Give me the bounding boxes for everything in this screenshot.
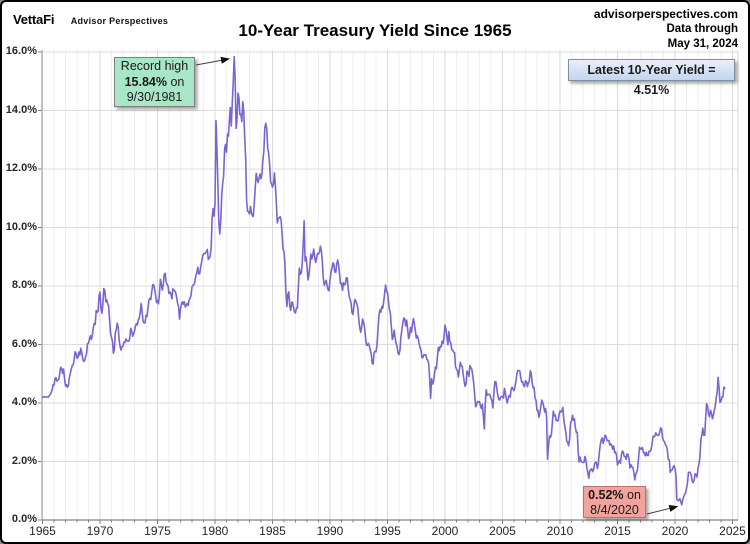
- record-low-date: 8/4/2020: [590, 503, 639, 517]
- record-high-line2: 15.84% on: [124, 74, 185, 89]
- source-block: advisorperspectives.com Data through May…: [594, 7, 738, 52]
- data-through-date: May 31, 2024: [667, 38, 738, 50]
- record-high-line1: Record high: [120, 59, 189, 73]
- record-low-value: 0.52%: [588, 488, 624, 502]
- brand-block: VettaFi Advisor Perspectives: [13, 11, 168, 29]
- brand-subtitle: Advisor Perspectives: [70, 16, 169, 26]
- record-low-annotation: 0.52% on 8/4/2020: [583, 486, 646, 518]
- vettafi-logo: VettaFi: [13, 12, 55, 27]
- record-high-annotation: Record high 15.84% on 9/30/1981: [114, 57, 195, 107]
- record-low-line1: 0.52% on: [588, 488, 641, 502]
- data-through-label: Data through: [666, 23, 738, 35]
- record-high-value: 15.84%: [124, 74, 167, 89]
- latest-yield-annotation: Latest 10-Year Yield = 4.51%: [568, 59, 735, 97]
- latest-yield-text: Latest 10-Year Yield = 4.51%: [587, 63, 716, 97]
- record-high-date: 9/30/1981: [126, 90, 183, 104]
- page-title: 10-Year Treasury Yield Since 1965: [238, 21, 512, 40]
- source-site: advisorperspectives.com: [593, 7, 738, 21]
